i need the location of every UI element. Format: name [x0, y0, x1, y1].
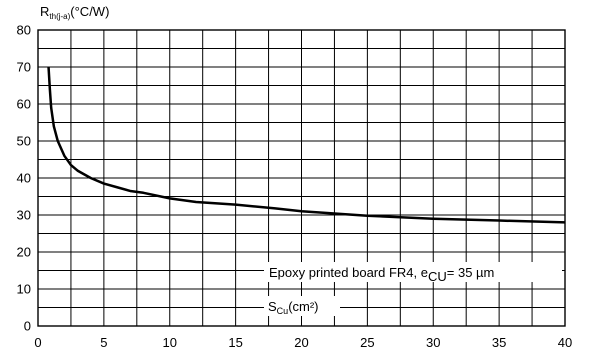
y-axis-label-unit: (°C/W): [70, 4, 109, 19]
y-tick-label: 30: [17, 208, 31, 223]
x-axis-label: SCu(cm²): [268, 299, 319, 316]
annotation-background: [264, 262, 562, 282]
annotation-post: = 35 µm: [447, 265, 495, 280]
x-axis-label-main: S: [268, 299, 277, 314]
y-tick-label: 60: [17, 97, 31, 112]
x-tick-label: 10: [163, 335, 177, 350]
y-axis-label: Rth(j-a)(°C/W): [40, 4, 109, 21]
y-axis-label-main: R: [40, 4, 49, 19]
x-tick-label: 40: [558, 335, 572, 350]
x-axis-label-background: [264, 296, 340, 316]
x-tick-label: 35: [492, 335, 506, 350]
annotation: Epoxy printed board FR4, eCU= 35 µm: [269, 265, 494, 284]
y-tick-label: 20: [17, 245, 31, 260]
y-tick-label: 10: [17, 282, 31, 297]
x-tick-label: 20: [294, 335, 308, 350]
x-axis-label-sub: Cu: [277, 306, 289, 316]
x-tick-label: 5: [100, 335, 107, 350]
annotation-pre: Epoxy printed board FR4, e: [269, 265, 428, 280]
y-tick-label: 50: [17, 134, 31, 149]
y-tick-label: 80: [17, 23, 31, 38]
y-tick-label: 70: [17, 60, 31, 75]
series-line: [47, 66, 566, 224]
x-tick-label: 15: [228, 335, 242, 350]
y-tick-label: 40: [17, 171, 31, 186]
x-tick-label: 0: [34, 335, 41, 350]
y-tick-label: 0: [24, 319, 31, 334]
y-axis-label-sub: th(j-a): [49, 12, 70, 21]
annotation-sub: CU: [428, 269, 447, 284]
x-tick-labels: 0 5 10 15 20 25 30 35 40: [34, 335, 572, 350]
y-tick-labels: 0 10 20 30 40 50 60 70 80: [17, 23, 31, 334]
x-tick-label: 25: [360, 335, 374, 350]
x-tick-label: 30: [426, 335, 440, 350]
x-axis-label-unit: (cm²): [288, 299, 318, 314]
